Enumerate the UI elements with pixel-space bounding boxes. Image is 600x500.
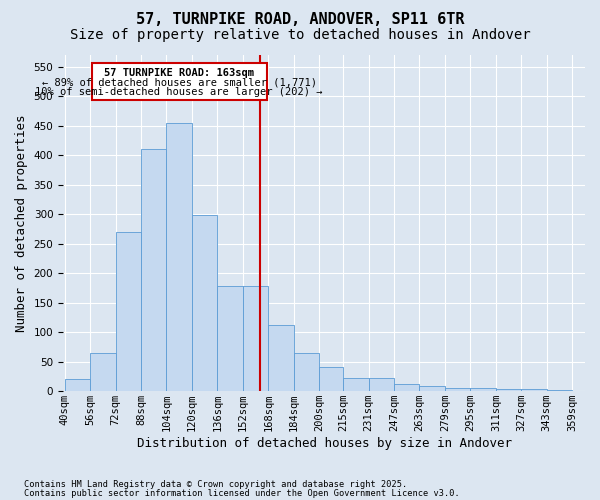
Bar bbox=[470, 388, 496, 391]
Bar bbox=[217, 286, 243, 391]
Text: Contains HM Land Registry data © Crown copyright and database right 2025.: Contains HM Land Registry data © Crown c… bbox=[24, 480, 407, 489]
Bar bbox=[319, 367, 343, 391]
Bar bbox=[368, 378, 394, 391]
X-axis label: Distribution of detached houses by size in Andover: Distribution of detached houses by size … bbox=[137, 437, 512, 450]
Bar bbox=[65, 380, 90, 391]
Bar bbox=[496, 389, 521, 391]
FancyBboxPatch shape bbox=[92, 64, 267, 100]
Text: Contains public sector information licensed under the Open Government Licence v3: Contains public sector information licen… bbox=[24, 489, 460, 498]
Bar bbox=[419, 386, 445, 391]
Text: ← 89% of detached houses are smaller (1,771): ← 89% of detached houses are smaller (1,… bbox=[41, 78, 317, 88]
Bar bbox=[243, 286, 268, 391]
Bar bbox=[294, 353, 319, 391]
Text: 57, TURNPIKE ROAD, ANDOVER, SP11 6TR: 57, TURNPIKE ROAD, ANDOVER, SP11 6TR bbox=[136, 12, 464, 28]
Bar bbox=[572, 390, 598, 391]
Y-axis label: Number of detached properties: Number of detached properties bbox=[15, 114, 28, 332]
Bar bbox=[166, 123, 192, 391]
Bar bbox=[116, 232, 141, 391]
Bar bbox=[547, 390, 572, 391]
Text: 57 TURNPIKE ROAD: 163sqm: 57 TURNPIKE ROAD: 163sqm bbox=[104, 68, 254, 78]
Bar bbox=[90, 353, 116, 391]
Bar bbox=[192, 216, 217, 391]
Bar bbox=[343, 378, 368, 391]
Bar bbox=[394, 384, 419, 391]
Bar bbox=[268, 324, 294, 391]
Bar bbox=[521, 390, 547, 391]
Text: Size of property relative to detached houses in Andover: Size of property relative to detached ho… bbox=[70, 28, 530, 42]
Text: 10% of semi-detached houses are larger (202) →: 10% of semi-detached houses are larger (… bbox=[35, 87, 323, 97]
Bar bbox=[445, 388, 470, 391]
Bar bbox=[141, 150, 166, 391]
